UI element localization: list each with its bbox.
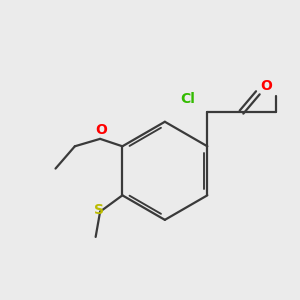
Text: O: O (260, 79, 272, 93)
Text: Cl: Cl (181, 92, 196, 106)
Text: O: O (95, 123, 106, 137)
Text: S: S (94, 203, 103, 217)
